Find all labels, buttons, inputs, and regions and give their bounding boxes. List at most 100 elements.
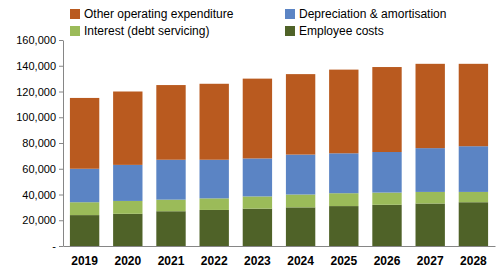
y-tick-label: - <box>52 240 56 252</box>
x-tick: 2027 <box>417 246 444 268</box>
bar-segment <box>200 84 229 160</box>
bar-segment <box>70 215 99 246</box>
y-tick-mark <box>59 220 63 221</box>
y-tick-label: 40,000 <box>22 189 56 201</box>
legend-item: Other operating expenditure <box>70 7 234 21</box>
y-tick-label: 140,000 <box>16 60 56 72</box>
x-tick: 2022 <box>201 246 228 268</box>
bar-segment <box>113 214 142 246</box>
legend-label: Depreciation & amortisation <box>299 7 446 21</box>
y-tick: 40,000 <box>22 189 63 201</box>
bar-segment <box>243 209 272 246</box>
y-tick-mark <box>59 169 63 170</box>
y-tick: 120,000 <box>16 86 63 98</box>
legend-swatch <box>285 26 295 36</box>
y-tick-label: 60,000 <box>22 163 56 175</box>
bars <box>70 64 488 246</box>
bar-segment <box>243 79 272 159</box>
bar-segment <box>70 98 99 169</box>
x-tick: 2026 <box>374 246 401 268</box>
y-tick-label: 160,000 <box>16 34 56 46</box>
bar-segment <box>372 205 401 246</box>
chart: - 20,000 40,000 60,000 80,000 100,000 120,000 1… <box>0 0 499 280</box>
bar-segment <box>70 169 99 202</box>
bar-segment <box>459 64 488 146</box>
bar-segment <box>459 202 488 246</box>
y-tick: - <box>52 240 63 252</box>
plot-area: - 20,000 40,000 60,000 80,000 100,000 120,000 1… <box>16 34 495 268</box>
x-tick: 2028 <box>460 246 487 268</box>
x-tick-label: 2020 <box>114 254 141 268</box>
bar-segment <box>416 64 445 148</box>
bar-segment <box>113 92 142 165</box>
x-axis: 2019 2020 2021 2022 2023 2024 2025 2026 2027 2028 <box>64 246 496 268</box>
y-tick-mark <box>59 117 63 118</box>
y-tick: 60,000 <box>22 163 63 175</box>
bar-segment <box>416 192 445 204</box>
x-tick-label: 2026 <box>374 254 401 268</box>
y-tick-label: 100,000 <box>16 111 56 123</box>
bar-segment <box>372 193 401 205</box>
bar-segment <box>156 85 185 160</box>
bar-segment <box>200 198 229 210</box>
bar-segment <box>156 160 185 200</box>
legend-label: Employee costs <box>299 24 384 38</box>
bar-segment <box>200 160 229 199</box>
legend-item: Employee costs <box>285 24 384 38</box>
bar-segment <box>113 201 142 214</box>
bar-segment <box>286 207 315 246</box>
y-tick-mark <box>59 66 63 67</box>
y-tick-label: 80,000 <box>22 137 56 149</box>
y-tick-mark <box>59 40 63 41</box>
x-tick-label: 2025 <box>330 254 357 268</box>
x-tick: 2024 <box>287 246 314 268</box>
bar-segment <box>459 192 488 202</box>
x-tick: 2020 <box>114 246 141 268</box>
y-tick-label: 20,000 <box>22 214 56 226</box>
bar-segment <box>70 202 99 215</box>
y-axis: - 20,000 40,000 60,000 80,000 100,000 120,000 1… <box>16 34 63 252</box>
bar-segment <box>372 67 401 152</box>
x-tick-label: 2024 <box>287 254 314 268</box>
bar-segment <box>286 155 315 195</box>
bar-segment <box>329 206 358 246</box>
x-tick-label: 2022 <box>201 254 228 268</box>
legend-swatch <box>285 9 295 19</box>
bar-segment <box>459 146 488 192</box>
bar-segment <box>329 70 358 154</box>
bar-segment <box>243 158 272 196</box>
bar-segment <box>372 152 401 193</box>
series-bars <box>70 64 488 169</box>
x-tick: 2025 <box>330 246 357 268</box>
y-tick-mark <box>59 143 63 144</box>
bar-segment <box>286 195 315 208</box>
x-tick-label: 2023 <box>244 254 271 268</box>
legend-swatch <box>70 9 80 19</box>
x-tick: 2021 <box>158 246 185 268</box>
bar-segment <box>416 204 445 246</box>
legend-label: Other operating expenditure <box>84 7 234 21</box>
y-axis-line <box>63 41 64 247</box>
x-tick-label: 2027 <box>417 254 444 268</box>
x-tick: 2023 <box>244 246 271 268</box>
bar-segment <box>329 153 358 193</box>
y-tick-mark <box>59 92 63 93</box>
x-axis-line <box>64 246 496 247</box>
bar-segment <box>243 196 272 208</box>
y-tick: 160,000 <box>16 34 63 46</box>
bar-segment <box>329 193 358 206</box>
x-tick-label: 2019 <box>71 254 98 268</box>
y-tick-mark <box>59 195 63 196</box>
legend: Other operating expenditure Depreciation … <box>70 7 446 38</box>
x-tick-label: 2028 <box>460 254 487 268</box>
legend-swatch <box>70 26 80 36</box>
bar-segment <box>156 211 185 246</box>
bar-segment <box>113 165 142 201</box>
bar-segment <box>156 200 185 212</box>
legend-item: Interest (debt servicing) <box>70 24 209 38</box>
y-tick-label: 120,000 <box>16 86 56 98</box>
x-tick-label: 2021 <box>158 254 185 268</box>
y-tick: 140,000 <box>16 60 63 72</box>
y-tick: 20,000 <box>22 214 63 226</box>
legend-label: Interest (debt servicing) <box>84 24 209 38</box>
